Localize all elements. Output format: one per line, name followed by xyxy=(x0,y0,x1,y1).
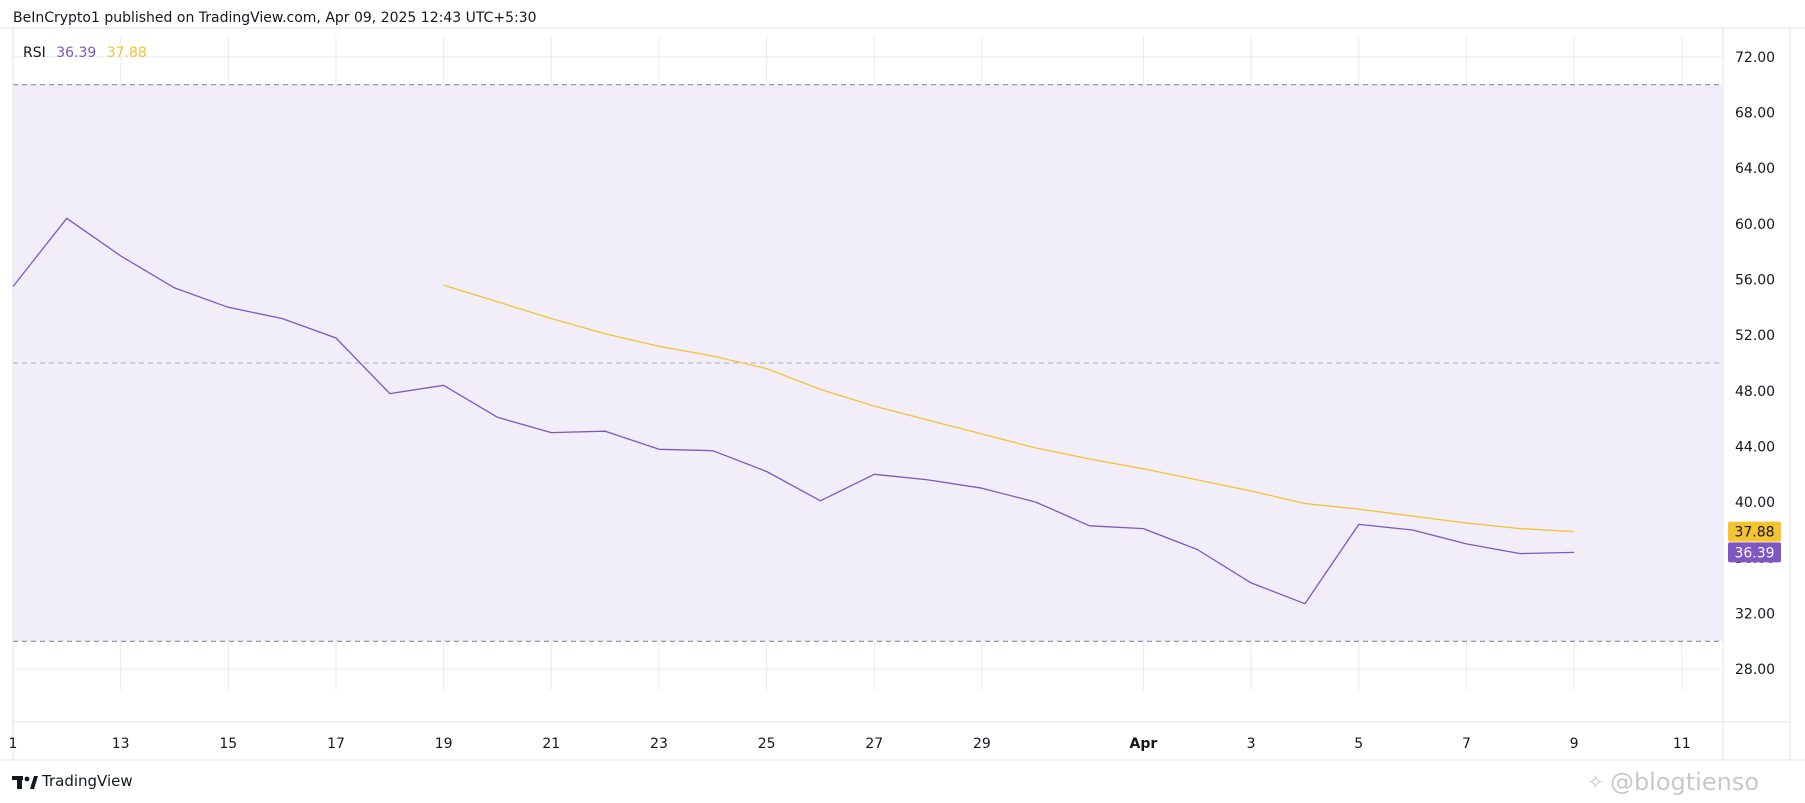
series-layer xyxy=(12,217,1575,605)
y-tick-label: 60.00 xyxy=(1735,217,1775,233)
chart-frame xyxy=(0,27,1805,761)
watermark-text: @blogtienso xyxy=(1609,768,1759,796)
x-tick-label: 17 xyxy=(327,736,345,752)
y-tick-label: 28.00 xyxy=(1735,662,1775,678)
y-tick-label: 68.00 xyxy=(1735,106,1775,122)
x-tick-label: Apr xyxy=(1130,736,1158,752)
badge-label: 37.88 xyxy=(1734,525,1774,541)
x-tick-label: 7 xyxy=(1462,736,1471,752)
y-tick-label: 48.00 xyxy=(1735,384,1775,400)
indicator-legend[interactable]: RSI 36.39 37.88 xyxy=(23,45,153,61)
x-tick-label: 9 xyxy=(1570,736,1579,752)
value-badges: 36.39 37.88 xyxy=(1728,521,1781,563)
badge-bg xyxy=(1728,542,1781,563)
y-tick-label: 64.00 xyxy=(1735,161,1775,177)
y-tick-label: 56.00 xyxy=(1735,273,1775,289)
x-tick-label: 13 xyxy=(112,736,130,752)
sparkle-icon: ✧ xyxy=(1587,770,1604,794)
x-tick-label: 23 xyxy=(650,736,668,752)
tradingview-logo-icon xyxy=(12,775,38,789)
badge-bg xyxy=(1728,521,1781,542)
x-tick-label: 11 xyxy=(1673,736,1691,752)
legend-ma-value: 37.88 xyxy=(106,45,147,61)
ma-value-badge: 37.88 xyxy=(1728,521,1781,542)
publish-info: BeInCrypto1 published on TradingView.com… xyxy=(13,10,537,26)
x-tick-label: 15 xyxy=(219,736,237,752)
y-tick-label: 72.00 xyxy=(1735,50,1775,66)
x-axis[interactable]: 1 13 15 17 19 21 23 25 27 29 Apr 3 5 7 9 11 xyxy=(9,736,1691,752)
rsi-line[interactable] xyxy=(12,217,1575,605)
x-tick-label: 25 xyxy=(758,736,776,752)
x-tick-label: 5 xyxy=(1354,736,1363,752)
y-tick-label: 44.00 xyxy=(1735,439,1775,455)
x-tick-label: 27 xyxy=(865,736,883,752)
x-tick-label: 29 xyxy=(973,736,991,752)
tradingview-brand[interactable]: TradingView xyxy=(12,772,133,790)
x-tick-label: 19 xyxy=(435,736,453,752)
rsi-value-badge: 36.39 xyxy=(1728,542,1781,563)
y-tick-label: 52.00 xyxy=(1735,328,1775,344)
rsi-bands xyxy=(13,84,1722,642)
x-tick-label: 3 xyxy=(1247,736,1256,752)
legend-indicator-name: RSI xyxy=(23,45,46,61)
rsi-ma-line[interactable] xyxy=(443,284,1575,533)
y-tick-label: 40.00 xyxy=(1735,495,1775,511)
y-axis[interactable]: 28.0032.0036.0040.0044.0048.0052.0056.00… xyxy=(1735,50,1775,678)
legend-rsi-value: 36.39 xyxy=(56,45,97,61)
x-tick-label: 21 xyxy=(542,736,560,752)
badge-label: 36.39 xyxy=(1734,545,1774,561)
watermark: ✧ @blogtienso xyxy=(1587,768,1759,796)
x-tick-label: 1 xyxy=(9,736,18,752)
brand-name: TradingView xyxy=(42,772,133,790)
y-tick-label: 32.00 xyxy=(1735,606,1775,622)
